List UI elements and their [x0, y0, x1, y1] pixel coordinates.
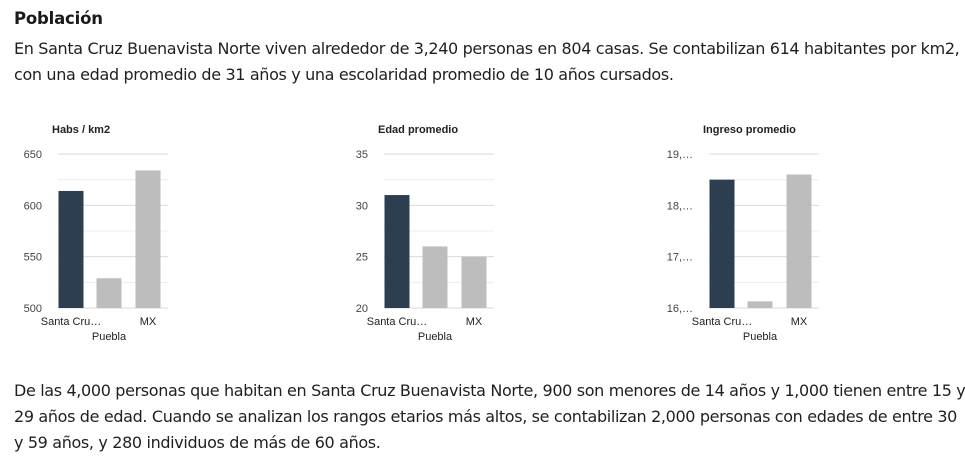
- x-category-label: MX: [791, 316, 808, 328]
- bar-santa-cru: [709, 179, 735, 308]
- y-tick-label: 650: [24, 149, 42, 161]
- chart-title: Habs / km2: [52, 124, 110, 136]
- bar-puebla: [747, 301, 773, 308]
- intro-line: En Santa Cruz Buenavista Norte viven alr…: [14, 39, 960, 58]
- chart-edad-promedio: Edad promedio 20 25 30 35 Santa Cru… Puebla MX: [346, 118, 546, 353]
- y-tick-label: 550: [24, 252, 42, 264]
- y-tick-label: 20: [356, 303, 368, 315]
- x-category-label: Puebla: [92, 331, 127, 343]
- x-category-label: Santa Cru…: [41, 316, 102, 328]
- x-category-label: Puebla: [418, 331, 453, 343]
- bar-puebla: [96, 278, 122, 308]
- chart-svg: Edad promedio 20 25 30 35 Santa Cru… Puebla MX: [356, 124, 494, 343]
- y-tick-label: 30: [356, 200, 368, 212]
- chart-title: Edad promedio: [378, 124, 458, 136]
- bar-santa-cru: [58, 190, 84, 308]
- bar-mx: [461, 256, 487, 308]
- y-tick-label: 18,…: [667, 200, 693, 212]
- bar-puebla: [422, 246, 448, 308]
- intro-paragraph: En Santa Cruz Buenavista Norte viven alr…: [14, 36, 964, 88]
- outro-line: De las 4,000 personas que habitan en San…: [14, 381, 965, 400]
- y-tick-label: 600: [24, 200, 42, 212]
- y-tick-label: 35: [356, 149, 368, 161]
- bar-santa-cru: [384, 195, 410, 308]
- y-tick-label: 25: [356, 252, 368, 264]
- y-tick-label: 19,…: [667, 149, 693, 161]
- chart-ingreso-promedio: Ingreso promedio 16,… 17,… 18,… 19,… Santa Cr…: [667, 118, 871, 353]
- y-tick-label: 500: [24, 303, 42, 315]
- x-category-label: Puebla: [743, 331, 778, 343]
- y-tick-label: 16,…: [667, 303, 693, 315]
- chart-title: Ingreso promedio: [703, 124, 796, 136]
- chart-habs-km2: Habs / km2 500 550 600 650 Santa Cru… Puebla MX: [20, 118, 220, 353]
- x-category-label: MX: [466, 316, 483, 328]
- bar-mx: [135, 170, 161, 308]
- chart-svg: Habs / km2 500 550 600 650 Santa Cru… Puebla MX: [24, 124, 168, 343]
- age-distribution-paragraph: De las 4,000 personas que habitan en San…: [14, 378, 965, 456]
- intro-line: con una edad promedio de 31 años y una e…: [14, 65, 674, 84]
- chart-svg: Ingreso promedio 16,… 17,… 18,… 19,… Santa Cr…: [667, 124, 819, 343]
- outro-line: y 59 años, y 280 individuos de más de 60…: [14, 433, 381, 452]
- x-category-label: MX: [140, 316, 157, 328]
- section-title: Población: [14, 9, 103, 28]
- bar-mx: [786, 174, 812, 308]
- outro-line: 29 años de edad. Cuando se analizan los …: [14, 407, 957, 426]
- x-category-label: Santa Cru…: [692, 316, 753, 328]
- x-category-label: Santa Cru…: [367, 316, 428, 328]
- y-tick-label: 17,…: [667, 252, 693, 264]
